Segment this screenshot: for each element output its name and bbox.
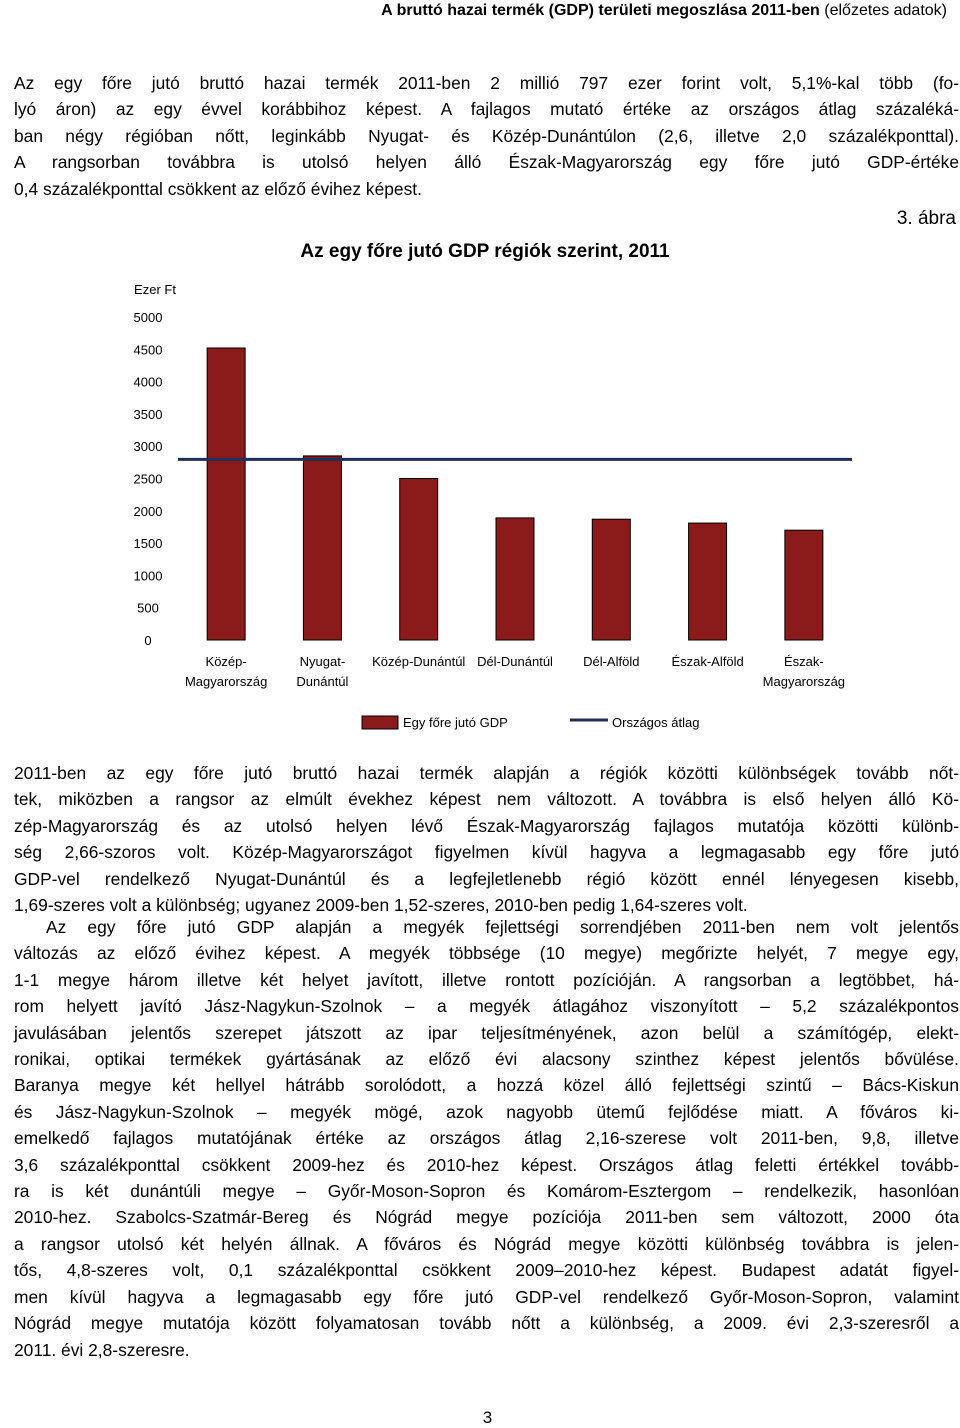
legend-bar-swatch [361, 715, 399, 730]
body-line: és Jász-Nagykun-Szolnok – megyék mögé, a… [14, 1101, 959, 1122]
bar [591, 518, 631, 641]
intro-line: 0,4 százalékponttal csökkent az előző év… [14, 178, 422, 199]
bar [206, 347, 246, 641]
body-line: 1,69-szeres volt a különbség; ugyanez 20… [14, 895, 748, 916]
y-tick-label: 500 [137, 601, 159, 616]
body-line: ronikai, optikai termékek gyártásának az… [14, 1049, 959, 1070]
x-tick-label: Dél-Alföld [583, 654, 639, 669]
intro-line: ban négy régióban nőtt, leginkább Nyugat… [14, 125, 959, 146]
running-header-title: A bruttó hazai termék (GDP) területi meg… [381, 2, 820, 19]
body-line: a rangsor utolsó két helyén állnak. A fő… [14, 1233, 959, 1254]
y-tick-label: 4500 [134, 342, 163, 357]
y-tick-label: 2500 [134, 472, 163, 487]
y-axis-unit-label: Ezer Ft [134, 282, 176, 297]
page-number: 3 [482, 1408, 493, 1427]
x-tick-label: Nyugat- [300, 654, 346, 669]
x-tick-label: Közép-Dunántúl [372, 654, 465, 669]
intro-line: lyó áron) az egy évvel korábbihoz képest… [14, 99, 959, 120]
body-line: GDP-vel rendelkező Nyugat-Dunántúl és a … [14, 868, 959, 889]
body-line: 2010-hez. Szabolcs-Szatmár-Bereg és Nógr… [14, 1207, 959, 1228]
x-tick-label: Dunántúl [296, 674, 348, 689]
x-tick-label: Közép- [206, 654, 247, 669]
running-header-subtitle: (előzetes adatok) [824, 2, 947, 19]
body-line: rom helyett javító Jász-Nagykun-Szolnok … [14, 996, 959, 1017]
intro-line: A rangsorban továbbra is utolsó helyen á… [14, 152, 959, 173]
y-tick-label: 4000 [134, 375, 163, 390]
body-paragraph-1: 2011-ben az egy főre jutó bruttó hazai t… [14, 760, 959, 918]
bar [302, 455, 342, 641]
y-tick-label: 1000 [134, 568, 163, 583]
x-tick-label: Magyarország [763, 674, 845, 689]
bar-chart: Ezer Ft500045004000350030002500200015001… [134, 282, 852, 730]
y-tick-label: 2000 [134, 504, 163, 519]
x-tick-label: Észak-Alföld [671, 654, 743, 669]
y-tick-label: 0 [144, 633, 151, 648]
body-line: emelkedő fajlagos mutatójának értéke az … [14, 1128, 959, 1149]
body-line: 2011-ben az egy főre jutó bruttó hazai t… [14, 763, 959, 783]
body-paragraph-2: Az egy főre jutó GDP alapján a megyék fe… [14, 914, 959, 1363]
body-line: 1-1 megye három illetve két helyet javít… [14, 969, 959, 990]
x-tick-label: Dél-Dunántúl [477, 654, 553, 669]
y-tick-label: 3500 [134, 407, 163, 422]
body-line: Baranya megye két hellyel hátrább soroló… [14, 1075, 959, 1096]
body-line: ség 2,66-szoros volt. Közép-Magyarország… [14, 842, 959, 863]
body-line: 2011. évi 2,8-szeresre. [14, 1339, 190, 1360]
x-tick-label: Magyarország [185, 674, 267, 689]
intro-line: Az egy főre jutó bruttó hazai termék 201… [14, 73, 959, 93]
intro-paragraph: Az egy főre jutó bruttó hazai termék 201… [14, 70, 959, 202]
legend-bar-label: Egy főre jutó GDP [403, 715, 508, 730]
body-line: ra is két dunántúli megye – Győr-Moson-S… [14, 1181, 959, 1202]
body-line: Az egy főre jutó GDP alapján a megyék fe… [46, 917, 959, 937]
body-line: zép-Magyarország és az utolsó helyen lév… [14, 815, 959, 836]
chart-title: Az egy főre jutó GDP régiók szerint, 201… [300, 241, 670, 262]
y-tick-label: 1500 [134, 536, 163, 551]
body-line: tős, 4,8-szeres volt, 0,1 százalékpontta… [14, 1260, 959, 1281]
body-line: javulásában jelentős szerepet játszott a… [14, 1022, 959, 1043]
y-tick-label: 5000 [134, 310, 163, 325]
body-line: tek, miközben a rangsor az elmúlt évekhe… [14, 789, 959, 810]
y-tick-label: 3000 [134, 439, 163, 454]
figure-number: 3. ábra [896, 208, 956, 229]
body-line: változás az előző évihez képest. A megyé… [14, 943, 959, 964]
running-header: A bruttó hazai termék (GDP) területi meg… [0, 0, 947, 22]
bar [399, 478, 439, 641]
body-line: 3,6 százalékponttal csökkent 2009-hez és… [14, 1154, 959, 1175]
bar [495, 517, 535, 641]
bar [784, 529, 824, 641]
bar [688, 522, 728, 641]
body-line: men kívül hagyva a legmagasabb egy főre … [14, 1286, 959, 1307]
x-tick-label: Észak- [784, 654, 824, 669]
legend-line-label: Országos átlag [612, 715, 699, 730]
body-line: Nógrád megye mutatója között folyamatosa… [14, 1313, 959, 1334]
